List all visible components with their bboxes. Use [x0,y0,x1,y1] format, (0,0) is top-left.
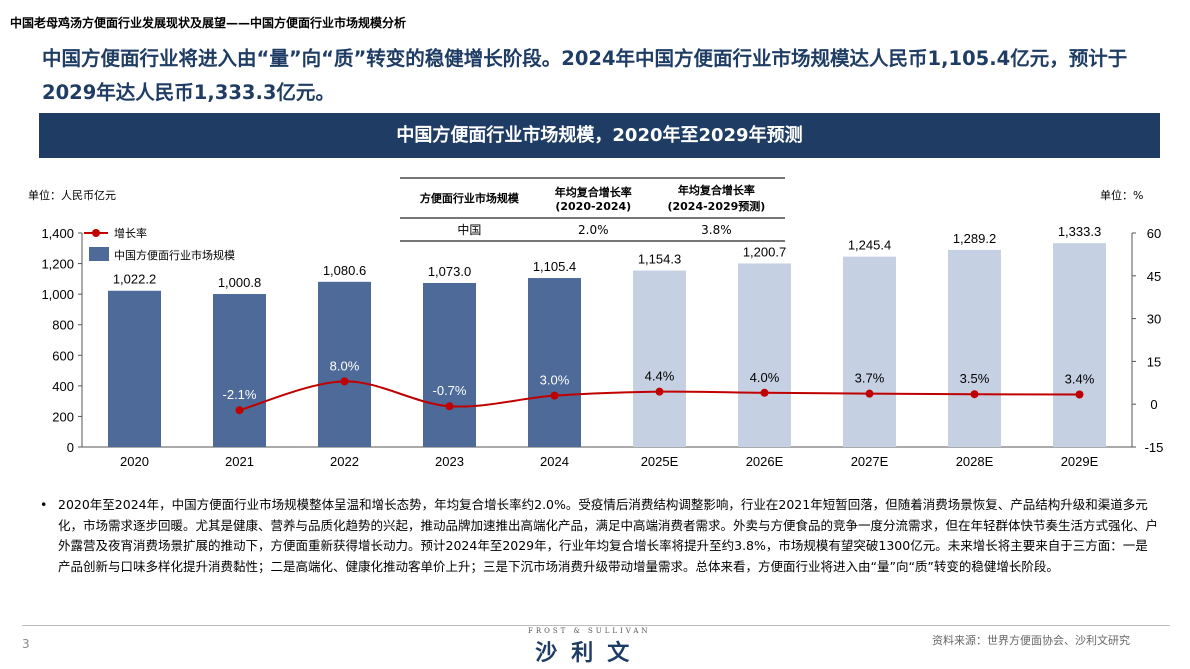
bar-label: 1,154.3 [638,252,681,267]
left-tick-label: 600 [52,348,74,363]
growth-rate-point [550,391,559,400]
growth-rate-label: 3.4% [1065,371,1095,386]
logo-cn: 沙利文 [535,641,644,666]
right-tick-label: 45 [1147,269,1161,284]
chart-title: 中国方便面行业市场规模，2020年至2029年预测 [39,113,1160,158]
growth-rate-point [340,377,349,386]
left-tick-label: 1,200 [41,257,74,272]
bar-label: 1,333.3 [1058,224,1101,239]
unit-right: 单位：% [1100,189,1144,202]
growth-rate-point [760,388,769,397]
bar-2021 [213,294,266,447]
source-note: 资料来源：世界方便面协会、沙利文研究 [932,634,1130,647]
frost-sullivan-logo: FROST & SULLIVAN 沙利文 [528,627,651,667]
bar-2029E [1053,243,1106,447]
bar-label: 1,022.2 [113,272,156,287]
growth-rate-label: -0.7% [433,383,467,398]
growth-rate-point [970,390,979,399]
table-header: 年均复合增长率 (2024-2029预测) [647,177,785,219]
commentary: 2020年至2024年，中国方便面行业市场规模整体呈温和增长态势，年均复合增长率… [40,495,1160,577]
category-label: 2020 [120,454,149,469]
unit-left: 单位：人民币亿元 [28,189,116,202]
growth-rate-label: 3.5% [960,371,990,386]
category-label: 2023 [435,454,464,469]
growth-rate-label: 3.0% [540,373,570,388]
table-cell: 中国 [400,218,539,242]
category-label: 2025E [641,454,679,469]
growth-rate-point [445,402,454,411]
logo-en: FROST & SULLIVAN [528,627,651,635]
bar-2023 [423,282,476,447]
category-label: 2028E [956,454,994,469]
bar-2028E [948,249,1001,447]
bullet-text: 2020年至2024年，中国方便面行业市场规模整体呈温和增长态势，年均复合增长率… [40,495,1160,577]
legend-label: 增长率 [114,226,147,240]
bar-label: 1,000.8 [218,275,261,290]
headline: 中国方便面行业将进入由“量”向“质”转变的稳健增长阶段。2024年中国方便面行业… [42,47,1128,104]
growth-rate-label: 4.0% [750,370,780,385]
category-label: 2027E [851,454,889,469]
category-label: 2026E [746,454,784,469]
growth-rate-label: 4.4% [645,369,675,384]
bar-2024 [528,278,581,447]
bar-2027E [843,256,896,447]
right-tick-label: 30 [1147,312,1161,327]
left-tick-label: 400 [52,379,74,394]
bar-label: 1,105.4 [533,259,576,274]
table-cell: 2.0% [538,218,648,242]
market-size-chart: 0 200 400 600 800 1,000 1,200 1,400 -15 0 15 30 45 60… [41,224,1164,469]
category-label: 2022 [330,454,359,469]
growth-rate-point [655,387,664,396]
growth-rate-label: 8.0% [330,358,360,373]
bar-label: 1,289.2 [953,231,996,246]
table-cell: 3.8% [647,218,785,242]
bar-label: 1,080.6 [323,263,366,278]
right-tick-label: 60 [1147,226,1161,241]
bar-2022 [318,281,371,447]
page-number: 3 [22,637,30,651]
footer-divider [22,625,1170,626]
bar-label: 1,073.0 [428,264,471,279]
legend-bar-swatch [89,247,109,261]
table-header: 年均复合增长率 (2020-2024) [538,177,648,219]
left-tick-label: 800 [52,318,74,333]
breadcrumb: 中国老母鸡汤方便面行业发展现状及展望——中国方便面行业市场规模分析 [10,16,407,30]
right-tick-label: 15 [1147,354,1161,369]
left-tick-label: 1,400 [41,226,74,241]
category-label: 2021 [225,454,254,469]
left-tick-label: 1,000 [41,287,74,302]
category-label: 2024 [540,454,569,469]
left-tick-label: 0 [67,440,74,455]
legend-label: 中国方便面行业市场规模 [114,248,235,262]
bar-2020 [108,290,161,447]
growth-rate-label: 3.7% [855,371,885,386]
bar-2025E [633,270,686,447]
legend-line-marker [92,229,100,237]
bar-label: 1,245.4 [848,238,891,253]
table-header: 方便面行业市场规模 [400,177,539,219]
growth-rate-point [235,406,244,415]
category-label: 2029E [1061,454,1099,469]
bar-2026E [738,263,791,447]
right-tick-label: 0 [1150,397,1157,412]
right-tick-label: -15 [1145,440,1164,455]
left-tick-label: 200 [52,409,74,424]
bar-label: 1,200.7 [743,244,786,259]
growth-rate-label: -2.1% [223,387,257,402]
growth-rate-point [1075,390,1084,399]
growth-rate-point [865,389,874,398]
table-row: 中国 2.0% 3.8% [400,218,785,242]
cagr-table: 方便面行业市场规模 年均复合增长率 (2020-2024) 年均复合增长率 (2… [400,177,785,242]
